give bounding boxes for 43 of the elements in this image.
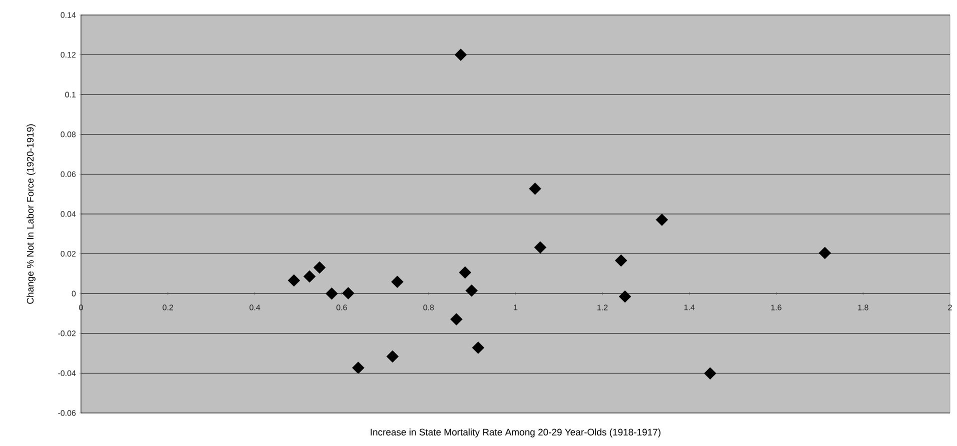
y-tick-label: 0: [72, 290, 76, 296]
y-tick-label: -0.04: [58, 370, 76, 376]
point: [454, 48, 467, 61]
point: [342, 287, 354, 300]
y-tick-label: -0.06: [58, 410, 76, 416]
point: [326, 287, 338, 300]
x-tick-label: 0.2: [162, 304, 174, 310]
y-tick-label: 0.1: [65, 92, 76, 98]
point: [352, 362, 364, 374]
point: [704, 367, 716, 380]
x-tick-label: 1: [514, 304, 518, 310]
x-tick-label: 1.8: [858, 304, 868, 310]
y-axis-title: Change % Not In Labor Force (1920-1919): [26, 124, 36, 304]
point: [656, 214, 668, 226]
point: [450, 313, 463, 326]
x-tick-label: 0.8: [423, 304, 434, 310]
point: [313, 261, 326, 274]
x-tick-label: 2: [948, 304, 952, 310]
x-tick-label: 1.2: [597, 304, 608, 310]
y-tick-label: 0.02: [60, 250, 76, 257]
y-tick-label: 0.08: [60, 132, 76, 138]
point: [386, 350, 399, 363]
x-axis-title: Increase in State Mortality Rate Among 20-29 Year-Olds (1918-1917): [370, 428, 660, 438]
x-tick-label: 0.6: [336, 304, 347, 310]
point: [472, 342, 484, 354]
point: [528, 182, 542, 195]
point: [465, 284, 478, 297]
point: [458, 266, 472, 279]
x-tick-label: 0.4: [250, 304, 260, 310]
y-tick-label: 0.04: [60, 211, 76, 217]
y-tick-label: 0.06: [60, 171, 76, 178]
x-tick-label: 1.6: [771, 304, 782, 310]
point: [303, 270, 316, 283]
point: [288, 274, 300, 287]
point: [618, 290, 632, 303]
y-tick-label: 0.14: [60, 12, 76, 18]
point: [534, 241, 546, 254]
point: [614, 254, 628, 267]
y-tick-label: 0.12: [60, 52, 76, 58]
y-tick-label: -0.02: [58, 330, 76, 336]
point: [391, 276, 404, 288]
point: [818, 246, 832, 260]
x-tick-label: 1.4: [684, 304, 695, 310]
